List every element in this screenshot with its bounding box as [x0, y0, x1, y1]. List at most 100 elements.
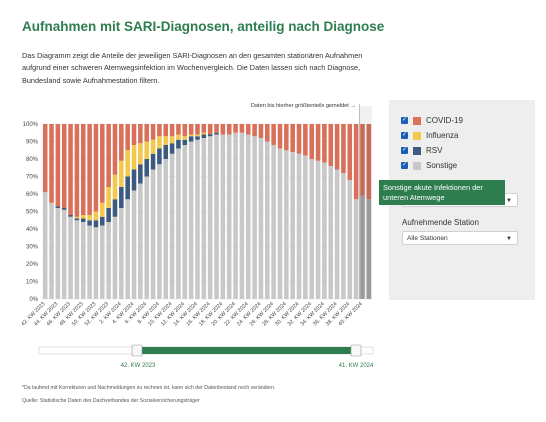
bar-segment: [112, 216, 118, 299]
bar-segment: [61, 208, 67, 210]
bar-segment: [188, 136, 194, 142]
range-handle-end[interactable]: [350, 344, 362, 357]
bar-segment: [74, 124, 80, 217]
bar-segment: [131, 190, 137, 299]
bar-segment: [360, 124, 365, 196]
footnote-source: Quelle: Statistische Daten des Dachverba…: [22, 398, 200, 404]
bar-segment: [309, 124, 314, 159]
legend-item[interactable]: ✓ Sonstige: [401, 161, 457, 170]
bar-segment: [163, 159, 169, 299]
bar-segment: [290, 152, 295, 299]
bar-segment: [176, 139, 181, 149]
bar-segment: [277, 148, 283, 299]
y-tick-label: 60%: [26, 192, 39, 198]
bar-segment: [138, 143, 143, 165]
checkbox-icon[interactable]: ✓: [401, 147, 408, 154]
bar-segment: [49, 202, 54, 299]
bar-segment: [207, 136, 213, 299]
bar-segment: [188, 124, 194, 135]
bar-segment: [277, 124, 283, 149]
bar-segment: [87, 225, 92, 299]
range-start-label: 42. KW 2023: [121, 363, 156, 369]
bar-segment: [144, 176, 149, 299]
bar-segment: [258, 124, 264, 138]
bar-segment: [131, 145, 137, 170]
bar-segment: [80, 218, 86, 222]
bar-segment: [226, 134, 232, 299]
bar-segment: [303, 155, 308, 299]
bar-segment: [100, 202, 105, 217]
bar-segment: [163, 136, 169, 145]
bar-segment: [138, 183, 143, 299]
bar-segment: [296, 153, 302, 299]
bar-segment: [42, 124, 48, 193]
bar-segment: [201, 132, 207, 135]
bar-segment: [157, 124, 162, 137]
legend-swatch: [413, 161, 421, 170]
legend-swatch: [413, 116, 421, 125]
bar-segment: [163, 124, 169, 137]
bar-segment: [93, 124, 99, 212]
bar-segment: [112, 174, 118, 200]
bar-segment: [150, 153, 156, 170]
bar-segment: [271, 124, 276, 145]
bar-segment: [328, 166, 334, 299]
bar-segment: [119, 160, 124, 187]
bar-segment: [68, 216, 73, 299]
station-select[interactable]: Alle Stationen ▼: [402, 231, 518, 245]
legend-item[interactable]: ✓ RSV: [401, 146, 442, 155]
range-handle-start[interactable]: [131, 344, 143, 357]
y-tick-label: 100%: [23, 122, 39, 128]
bar-segment: [207, 124, 213, 135]
footnote-corrections: *Da laufend mit Korrekturen und Nachmeld…: [22, 385, 276, 391]
bar-segment: [265, 141, 270, 299]
bar-segment: [188, 141, 194, 299]
bar-segment: [42, 192, 48, 299]
bar-segment: [214, 132, 219, 135]
bar-segment: [80, 124, 86, 215]
arrow-right-icon: →: [350, 103, 356, 109]
y-tick-label: 50%: [26, 210, 39, 216]
bar-segment: [119, 208, 124, 299]
legend-swatch: [413, 146, 421, 155]
bar-segment: [150, 139, 156, 154]
bar-segment: [245, 124, 251, 135]
y-tick-label: 10%: [26, 280, 39, 286]
bar-segment: [74, 216, 80, 219]
bar-segment: [245, 134, 251, 299]
bar-segment: [214, 134, 219, 299]
bar-segment: [296, 124, 302, 154]
bar-segment: [150, 169, 156, 299]
checkbox-icon[interactable]: ✓: [401, 162, 408, 169]
legend-item[interactable]: ✓ Influenza: [401, 131, 458, 140]
bar-segment: [341, 173, 346, 299]
bar-segment: [61, 209, 67, 299]
bar-segment: [138, 164, 143, 184]
bar-segment: [334, 169, 340, 299]
bar-segment: [93, 227, 99, 299]
checkbox-icon[interactable]: ✓: [401, 117, 408, 124]
bar-segment: [100, 124, 105, 203]
y-tick-label: 40%: [26, 227, 39, 233]
bar-segment: [176, 124, 181, 135]
bar-segment: [144, 159, 149, 177]
bar-segment: [112, 199, 118, 217]
y-tick-label: 30%: [26, 245, 39, 251]
chevron-down-icon: ▼: [506, 236, 512, 242]
y-tick-label: 0%: [29, 297, 38, 303]
y-tick-label: 90%: [26, 140, 39, 146]
legend-item[interactable]: ✓ COVID-19: [401, 116, 463, 125]
bar-segment: [265, 124, 270, 142]
bar-segment: [284, 124, 289, 151]
bar-segment: [182, 136, 188, 140]
chart-description: Das Diagramm zeigt die Anteile der jewei…: [22, 51, 363, 85]
bar-segment: [315, 124, 321, 161]
y-tick-label: 70%: [26, 175, 39, 181]
chevron-down-icon: ▼: [506, 198, 512, 204]
bar-segment: [322, 162, 327, 299]
bar-segment: [220, 124, 226, 135]
bar-segment: [125, 199, 130, 299]
bar-segment: [157, 148, 162, 165]
checkbox-icon[interactable]: ✓: [401, 132, 408, 139]
